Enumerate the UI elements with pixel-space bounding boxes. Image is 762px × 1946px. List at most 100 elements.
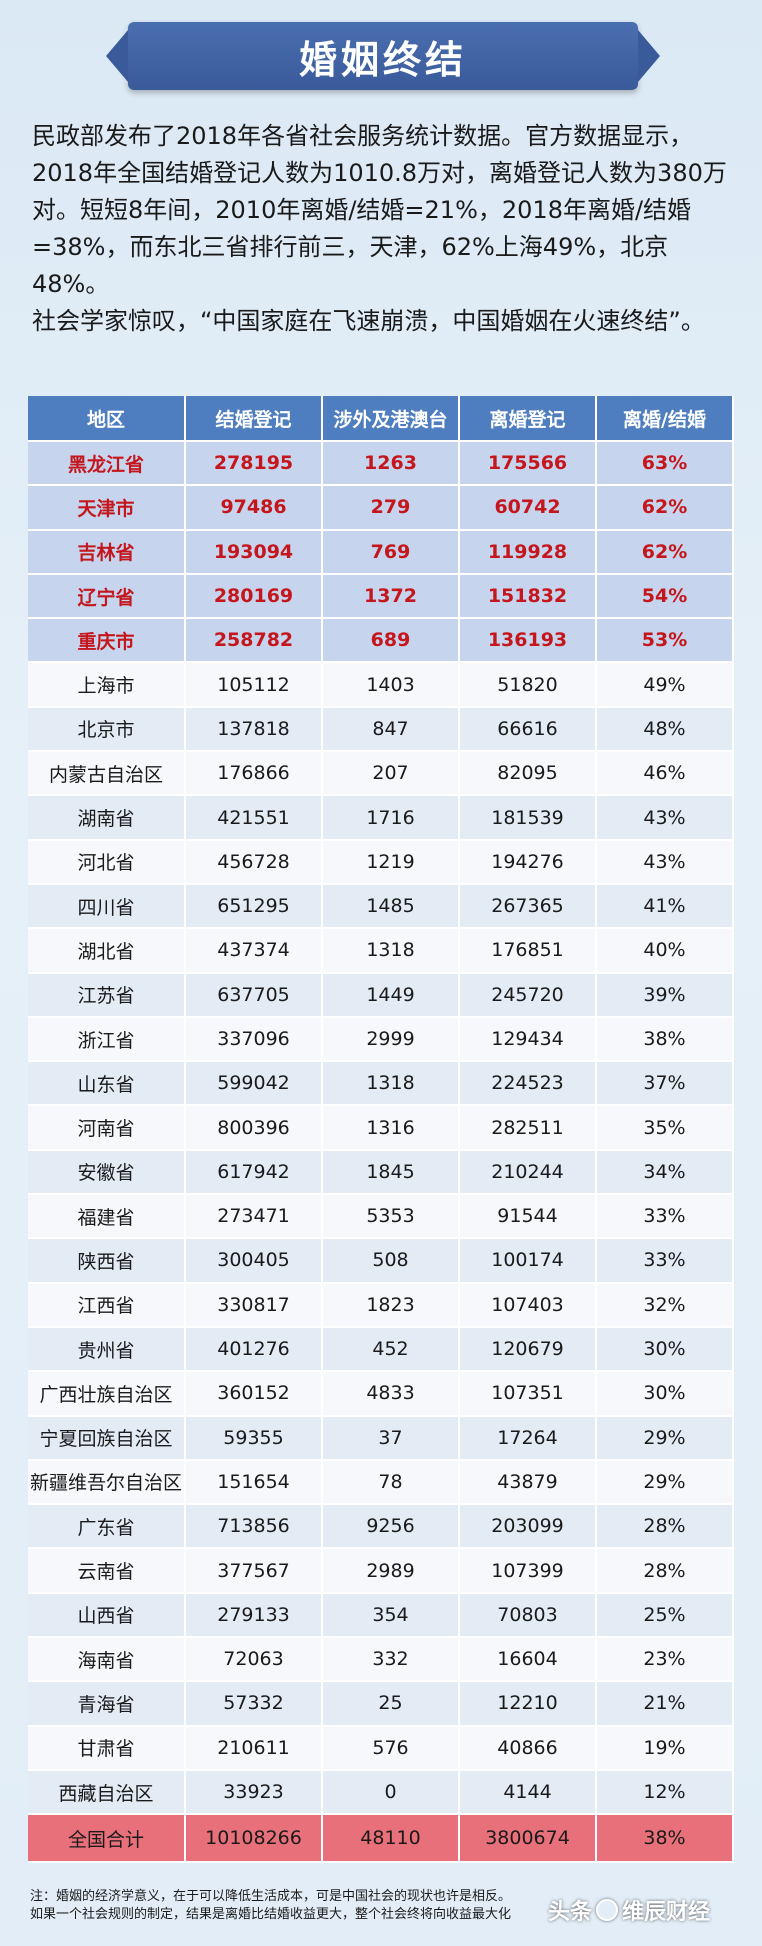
cell-marriage: 713856: [186, 1505, 323, 1550]
cell-ratio: 43%: [597, 796, 734, 841]
cell-ratio: 30%: [597, 1372, 734, 1417]
table-row: 云南省 377567 2989 107399 28%: [28, 1549, 734, 1594]
cell-region: 吉林省: [28, 530, 186, 575]
cell-region: 山西省: [28, 1593, 186, 1639]
cell-region: 陕西省: [28, 1239, 186, 1284]
cell-region: 青海省: [28, 1682, 186, 1727]
table-row: 宁夏回族自治区 59355 37 17264 29%: [28, 1416, 734, 1461]
at-icon: [596, 1899, 619, 1921]
cell-ratio: 33%: [597, 1239, 734, 1284]
cell-foreign: 689: [323, 619, 460, 664]
cell-divorce: 282511: [460, 1106, 597, 1151]
cell-ratio: 28%: [597, 1505, 734, 1550]
cell-marriage: 280169: [186, 574, 323, 620]
cell-ratio: 63%: [597, 442, 734, 487]
cell-marriage: 456728: [186, 840, 323, 885]
cell-marriage: 279133: [186, 1593, 323, 1639]
cell-ratio: 48%: [597, 707, 734, 753]
cell-marriage: 151654: [186, 1460, 323, 1506]
cell-marriage: 59355: [186, 1416, 323, 1461]
cell-ratio: 23%: [597, 1638, 734, 1683]
cell-ratio: 34%: [597, 1150, 734, 1196]
cell-foreign: 1449: [323, 973, 460, 1018]
cell-region: 重庆市: [28, 619, 186, 664]
cell-divorce: 129434: [460, 1017, 597, 1063]
cell-region: 河南省: [28, 1106, 186, 1151]
cell-divorce: 100174: [460, 1239, 597, 1284]
cell-ratio: 46%: [597, 752, 734, 797]
cell-ratio: 54%: [597, 574, 734, 620]
cell-divorce: 107399: [460, 1549, 597, 1594]
cell-foreign: 1716: [323, 796, 460, 841]
cell-ratio: 12%: [597, 1770, 734, 1816]
cell-ratio: 29%: [597, 1416, 734, 1461]
cell-ratio: 37%: [597, 1062, 734, 1107]
header-ratio: 离婚/结婚: [597, 396, 734, 442]
cell-marriage: 437374: [186, 929, 323, 974]
cell-ratio: 62%: [597, 486, 734, 531]
cell-marriage: 57332: [186, 1682, 323, 1727]
table-row: 江苏省 637705 1449 245720 39%: [28, 973, 734, 1018]
cell-marriage: 377567: [186, 1549, 323, 1594]
cell-foreign: 279: [323, 486, 460, 531]
cell-divorce: 136193: [460, 619, 597, 664]
cell-ratio: 62%: [597, 530, 734, 575]
cell-divorce: 43879: [460, 1460, 597, 1506]
table-row: 山西省 279133 354 70803 25%: [28, 1593, 734, 1639]
cell-marriage: 176866: [186, 752, 323, 797]
cell-marriage: 617942: [186, 1150, 323, 1196]
cell-marriage: 360152: [186, 1372, 323, 1417]
cell-foreign: 1219: [323, 840, 460, 885]
table-row: 贵州省 401276 452 120679 30%: [28, 1327, 734, 1373]
cell-foreign: 2989: [323, 1549, 460, 1594]
cell-divorce: 245720: [460, 973, 597, 1018]
table-row: 新疆维吾尔自治区 151654 78 43879 29%: [28, 1460, 734, 1506]
cell-foreign: 1318: [323, 1062, 460, 1107]
cell-marriage: 105112: [186, 663, 323, 708]
cell-ratio: 40%: [597, 929, 734, 974]
page-title: 婚姻终结: [298, 37, 467, 82]
cell-ratio: 29%: [597, 1460, 734, 1506]
cell-foreign: 37: [323, 1416, 460, 1461]
cell-ratio: 21%: [597, 1682, 734, 1727]
cell-foreign: 1823: [323, 1283, 460, 1328]
cell-region: 辽宁省: [28, 574, 186, 620]
title-banner: 婚姻终结: [106, 22, 660, 90]
cell-marriage: 72063: [186, 1638, 323, 1683]
table-row: 陕西省 300405 508 100174 33%: [28, 1239, 734, 1284]
cell-foreign: 1403: [323, 663, 460, 708]
table-row: 浙江省 337096 2999 129434 38%: [28, 1017, 734, 1063]
table-row: 广东省 713856 9256 203099 28%: [28, 1505, 734, 1550]
header-divorce: 离婚登记: [460, 396, 597, 442]
header-region: 地区: [28, 396, 186, 442]
cell-region: 北京市: [28, 707, 186, 753]
cell-marriage: 800396: [186, 1106, 323, 1151]
cell-ratio: 35%: [597, 1106, 734, 1151]
cell-ratio: 41%: [597, 884, 734, 930]
cell-marriage: 330817: [186, 1283, 323, 1328]
cell-foreign: 78: [323, 1460, 460, 1506]
cell-ratio: 19%: [597, 1726, 734, 1771]
table-row: 河南省 800396 1316 282511 35%: [28, 1106, 734, 1151]
cell-marriage: 651295: [186, 884, 323, 930]
cell-divorce: 194276: [460, 840, 597, 885]
table-row-highlight: 吉林省 193094 769 119928 62%: [28, 530, 734, 575]
cell-foreign: 4833: [323, 1372, 460, 1417]
footnote-line-2: 如果一个社会规则的制定，结果是离婚比结婚收益更大，整个社会终将向收益最大化: [30, 1907, 512, 1922]
cell-region: 浙江省: [28, 1017, 186, 1063]
header-foreign: 涉外及港澳台: [323, 396, 460, 442]
cell-divorce: 176851: [460, 929, 597, 974]
cell-foreign: 769: [323, 530, 460, 575]
cell-foreign: 1316: [323, 1106, 460, 1151]
table-row-highlight: 重庆市 258782 689 136193 53%: [28, 619, 734, 664]
header-marriage: 结婚登记: [186, 396, 323, 442]
cell-foreign: 1372: [323, 574, 460, 620]
cell-ratio: 39%: [597, 973, 734, 1018]
cell-divorce: 210244: [460, 1150, 597, 1196]
cell-divorce: 91544: [460, 1195, 597, 1240]
cell-region: 全国合计: [28, 1815, 186, 1864]
table-row: 山东省 599042 1318 224523 37%: [28, 1062, 734, 1107]
cell-ratio: 38%: [597, 1815, 734, 1864]
cell-region: 河北省: [28, 840, 186, 885]
table-row-highlight: 辽宁省 280169 1372 151832 54%: [28, 574, 734, 620]
